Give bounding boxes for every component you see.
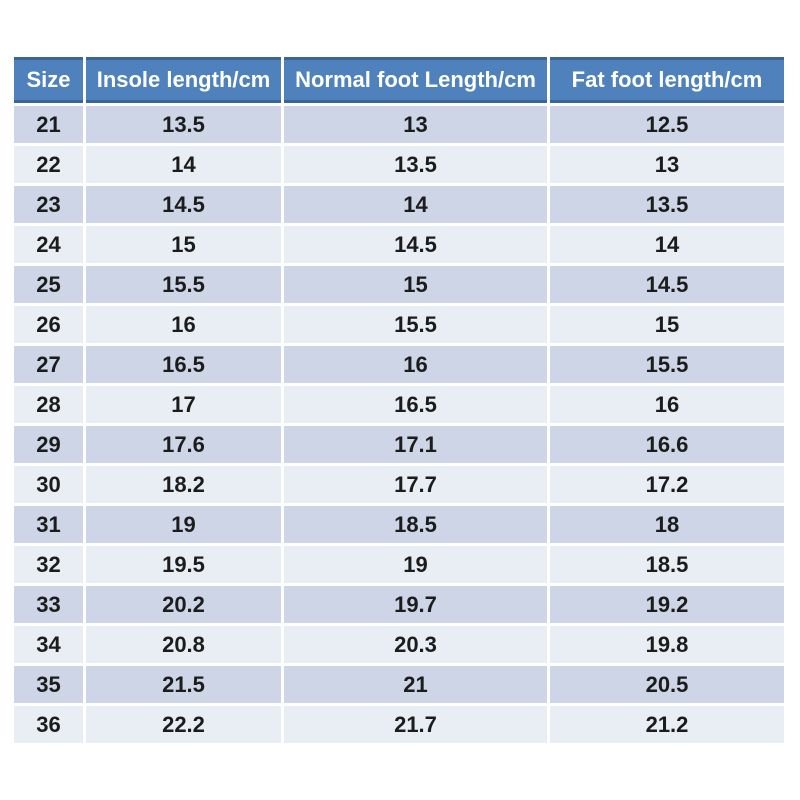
cell-normal-foot-length: 15 bbox=[284, 266, 547, 303]
cell-size: 26 bbox=[14, 306, 83, 343]
cell-size: 28 bbox=[14, 386, 83, 423]
cell-fat-foot-length: 18 bbox=[550, 506, 784, 543]
table-body: 21 13.5 13 12.5 22 14 13.5 13 23 14.5 14 13.5 24 15 14… bbox=[14, 106, 784, 743]
cell-insole-length: 14.5 bbox=[86, 186, 281, 223]
cell-normal-foot-length: 15.5 bbox=[284, 306, 547, 343]
shoe-size-table: Size Insole length/cm Normal foot Length… bbox=[11, 54, 787, 746]
cell-size: 22 bbox=[14, 146, 83, 183]
cell-fat-foot-length: 13.5 bbox=[550, 186, 784, 223]
cell-fat-foot-length: 12.5 bbox=[550, 106, 784, 143]
header-fat-foot-length: Fat foot length/cm bbox=[550, 57, 784, 103]
cell-insole-length: 15 bbox=[86, 226, 281, 263]
cell-normal-foot-length: 14 bbox=[284, 186, 547, 223]
cell-fat-foot-length: 16 bbox=[550, 386, 784, 423]
table-row: 25 15.5 15 14.5 bbox=[14, 266, 784, 303]
cell-insole-length: 20.8 bbox=[86, 626, 281, 663]
cell-insole-length: 17 bbox=[86, 386, 281, 423]
cell-fat-foot-length: 18.5 bbox=[550, 546, 784, 583]
cell-size: 24 bbox=[14, 226, 83, 263]
header-normal-foot-length: Normal foot Length/cm bbox=[284, 57, 547, 103]
cell-normal-foot-length: 16.5 bbox=[284, 386, 547, 423]
table-row: 29 17.6 17.1 16.6 bbox=[14, 426, 784, 463]
cell-insole-length: 15.5 bbox=[86, 266, 281, 303]
cell-fat-foot-length: 21.2 bbox=[550, 706, 784, 743]
table-row: 33 20.2 19.7 19.2 bbox=[14, 586, 784, 623]
cell-insole-length: 19 bbox=[86, 506, 281, 543]
table-row: 32 19.5 19 18.5 bbox=[14, 546, 784, 583]
cell-normal-foot-length: 21.7 bbox=[284, 706, 547, 743]
size-chart-container: Size Insole length/cm Normal foot Length… bbox=[11, 54, 787, 746]
cell-normal-foot-length: 20.3 bbox=[284, 626, 547, 663]
cell-fat-foot-length: 15 bbox=[550, 306, 784, 343]
cell-normal-foot-length: 21 bbox=[284, 666, 547, 703]
cell-normal-foot-length: 17.1 bbox=[284, 426, 547, 463]
cell-insole-length: 13.5 bbox=[86, 106, 281, 143]
header-row: Size Insole length/cm Normal foot Length… bbox=[14, 57, 784, 103]
cell-size: 31 bbox=[14, 506, 83, 543]
cell-insole-length: 16 bbox=[86, 306, 281, 343]
cell-insole-length: 21.5 bbox=[86, 666, 281, 703]
cell-fat-foot-length: 14.5 bbox=[550, 266, 784, 303]
cell-size: 29 bbox=[14, 426, 83, 463]
cell-fat-foot-length: 20.5 bbox=[550, 666, 784, 703]
header-insole-length: Insole length/cm bbox=[86, 57, 281, 103]
cell-insole-length: 19.5 bbox=[86, 546, 281, 583]
cell-insole-length: 22.2 bbox=[86, 706, 281, 743]
table-row: 22 14 13.5 13 bbox=[14, 146, 784, 183]
header-size: Size bbox=[14, 57, 83, 103]
cell-fat-foot-length: 14 bbox=[550, 226, 784, 263]
cell-normal-foot-length: 19 bbox=[284, 546, 547, 583]
cell-insole-length: 16.5 bbox=[86, 346, 281, 383]
table-row: 23 14.5 14 13.5 bbox=[14, 186, 784, 223]
cell-normal-foot-length: 16 bbox=[284, 346, 547, 383]
cell-size: 34 bbox=[14, 626, 83, 663]
cell-size: 23 bbox=[14, 186, 83, 223]
table-row: 27 16.5 16 15.5 bbox=[14, 346, 784, 383]
cell-size: 21 bbox=[14, 106, 83, 143]
table-row: 34 20.8 20.3 19.8 bbox=[14, 626, 784, 663]
cell-insole-length: 17.6 bbox=[86, 426, 281, 463]
cell-fat-foot-length: 15.5 bbox=[550, 346, 784, 383]
cell-fat-foot-length: 19.2 bbox=[550, 586, 784, 623]
table-row: 31 19 18.5 18 bbox=[14, 506, 784, 543]
cell-fat-foot-length: 16.6 bbox=[550, 426, 784, 463]
cell-normal-foot-length: 17.7 bbox=[284, 466, 547, 503]
cell-size: 35 bbox=[14, 666, 83, 703]
cell-insole-length: 14 bbox=[86, 146, 281, 183]
cell-size: 27 bbox=[14, 346, 83, 383]
cell-fat-foot-length: 19.8 bbox=[550, 626, 784, 663]
cell-fat-foot-length: 17.2 bbox=[550, 466, 784, 503]
table-row: 24 15 14.5 14 bbox=[14, 226, 784, 263]
table-row: 21 13.5 13 12.5 bbox=[14, 106, 784, 143]
table-row: 35 21.5 21 20.5 bbox=[14, 666, 784, 703]
cell-insole-length: 18.2 bbox=[86, 466, 281, 503]
cell-insole-length: 20.2 bbox=[86, 586, 281, 623]
table-row: 30 18.2 17.7 17.2 bbox=[14, 466, 784, 503]
cell-normal-foot-length: 13 bbox=[284, 106, 547, 143]
cell-size: 32 bbox=[14, 546, 83, 583]
cell-fat-foot-length: 13 bbox=[550, 146, 784, 183]
cell-normal-foot-length: 19.7 bbox=[284, 586, 547, 623]
cell-size: 30 bbox=[14, 466, 83, 503]
cell-size: 33 bbox=[14, 586, 83, 623]
table-row: 26 16 15.5 15 bbox=[14, 306, 784, 343]
table-row: 28 17 16.5 16 bbox=[14, 386, 784, 423]
cell-normal-foot-length: 18.5 bbox=[284, 506, 547, 543]
table-row: 36 22.2 21.7 21.2 bbox=[14, 706, 784, 743]
cell-normal-foot-length: 14.5 bbox=[284, 226, 547, 263]
cell-size: 36 bbox=[14, 706, 83, 743]
cell-normal-foot-length: 13.5 bbox=[284, 146, 547, 183]
cell-size: 25 bbox=[14, 266, 83, 303]
